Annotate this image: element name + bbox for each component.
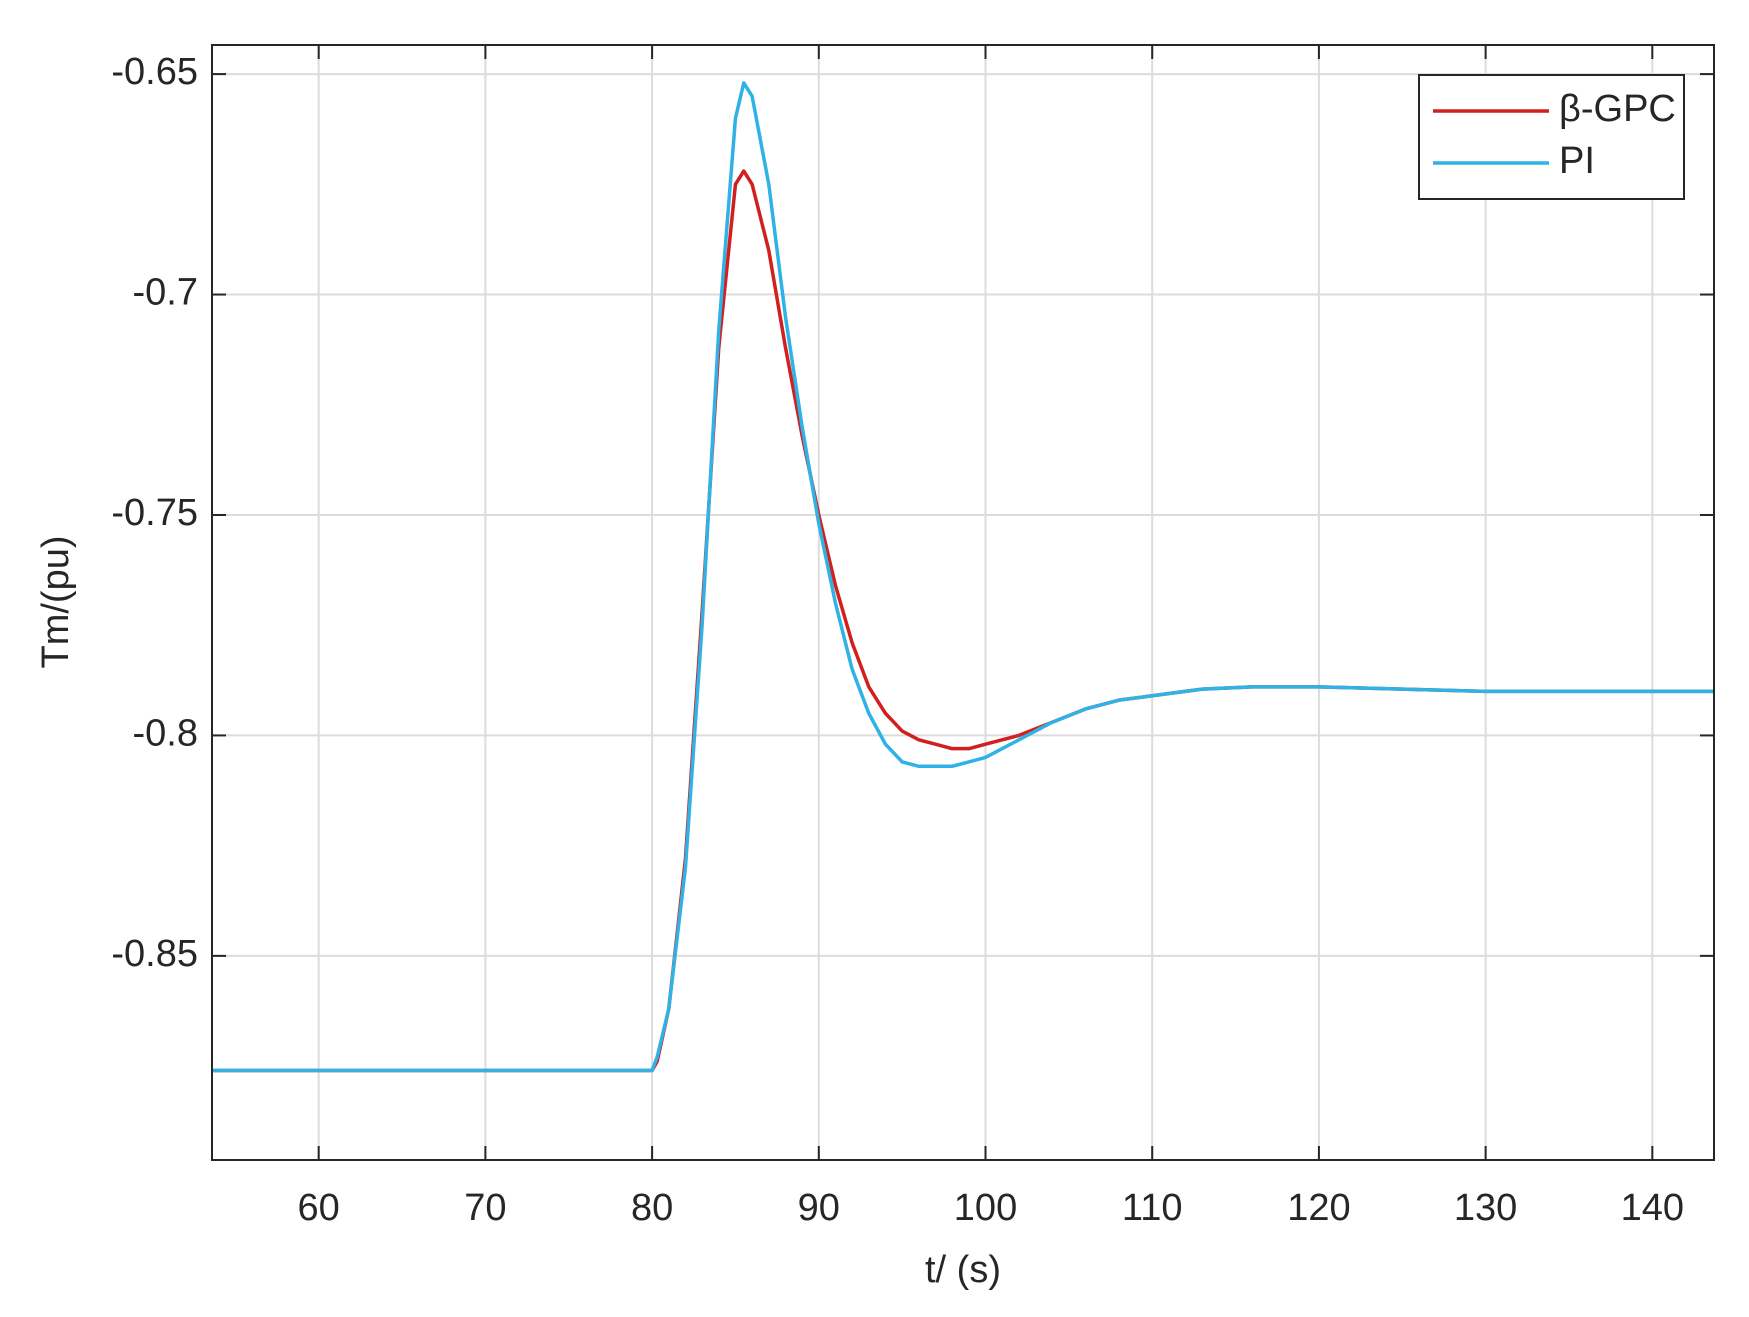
y-tick-label: -0.8 (133, 712, 198, 754)
x-tick-label: 140 (1621, 1187, 1684, 1229)
x-tick-label: 80 (631, 1187, 673, 1229)
y-tick-label: -0.7 (133, 272, 198, 314)
x-tick-label: 120 (1287, 1187, 1350, 1229)
y-tick-label: -0.65 (111, 51, 198, 93)
x-tick-label: 110 (1122, 1187, 1183, 1229)
legend-label: PI (1559, 140, 1595, 182)
x-axis-label: t/ (s) (925, 1249, 1001, 1291)
x-tick-label: 90 (798, 1187, 840, 1229)
series-line (212, 169, 1714, 1073)
x-tick-label: 130 (1454, 1187, 1517, 1229)
series-line (212, 81, 1714, 1073)
x-tick-label: 60 (298, 1187, 340, 1229)
y-axis-label: Tm/(pu) (35, 536, 77, 669)
plot-frame (211, 44, 1715, 1161)
legend: β-GPC PI (1418, 74, 1685, 200)
legend-box (1418, 74, 1685, 200)
legend-label: β-GPC (1559, 88, 1676, 130)
x-tick-label: 100 (954, 1187, 1017, 1229)
y-tick-label: -0.85 (111, 933, 198, 975)
x-tick-label: 70 (464, 1187, 506, 1229)
y-tick-label: -0.75 (111, 492, 198, 534)
